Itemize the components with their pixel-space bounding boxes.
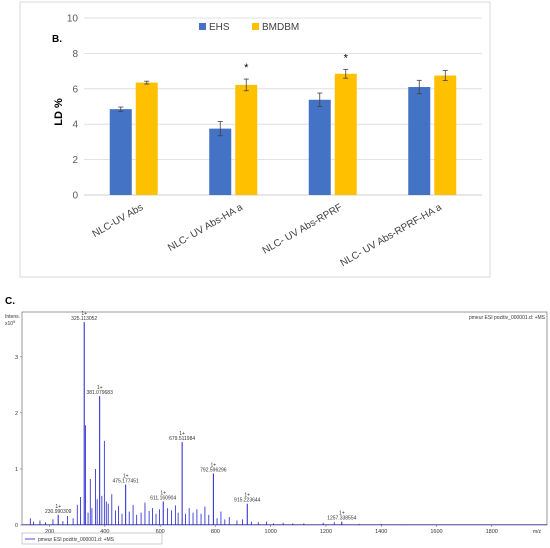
x-tick-label: 1600 — [430, 529, 442, 535]
peak-mz-label: 325.113052 — [71, 316, 97, 322]
plot-frame — [21, 311, 548, 526]
x-tick-label: 600 — [156, 529, 165, 535]
y-axis-label: LD % — [53, 98, 65, 126]
peak-mz-label: 611.160904 — [150, 495, 176, 501]
y-tick-label: 8 — [72, 49, 78, 60]
x-tick-label: 800 — [211, 529, 220, 535]
peak-charge: 1+ — [55, 504, 61, 510]
bar-bmdbm — [135, 82, 158, 195]
y-tick-label: 3 — [15, 355, 18, 361]
peak-mz-label: 1257.338554 — [327, 516, 356, 522]
peak-charge: 1+ — [339, 511, 345, 517]
peak-charge: 1+ — [244, 493, 250, 499]
bars — [109, 73, 457, 195]
x-tick-label: 200 — [45, 529, 54, 535]
x-tick-label: 1200 — [320, 529, 332, 535]
legend-text: pmeur ESI pozitiv_000001.d: +MS — [38, 537, 115, 543]
significance-asterisk: * — [244, 62, 249, 74]
spectrum-peaks — [22, 322, 547, 525]
mass-spectrum: C. Intens. x105 pmeur ESI pozitiv_000001… — [5, 296, 548, 545]
x-tick-label: 1400 — [375, 529, 387, 535]
y-tick-label: 1 — [15, 467, 18, 473]
bar-ehs — [109, 109, 132, 195]
bar-bmdbm — [235, 84, 258, 195]
peak-charge: 1+ — [123, 474, 129, 480]
legend-label-ehs: EHS — [209, 22, 230, 33]
legend: EHS BMDBM — [199, 22, 299, 33]
panel-label-b: B. — [52, 34, 62, 45]
y-tick-label: 0 — [15, 523, 18, 529]
y-tick-label: 10 — [67, 14, 79, 25]
peak-charge: 1+ — [160, 490, 166, 496]
spectrum-header: pmeur ESI pozitiv_000001.d: +MS — [469, 315, 546, 321]
significance-markers: ** — [244, 52, 349, 74]
y-tick-label: 2 — [72, 155, 78, 166]
y-tick-labels: 0 2 4 6 8 10 — [67, 14, 79, 202]
legend-swatch-bmdbm — [252, 23, 259, 30]
panel-label-c: C. — [5, 296, 15, 307]
bar-ehs — [209, 128, 232, 195]
x-axis: 200 400 600 800 1000 1200 1400 1600 1800 — [45, 525, 498, 535]
peak-mz-label: 792.596296 — [200, 467, 227, 473]
peak-mz-label: 679.511984 — [169, 436, 195, 442]
legend-swatch-ehs — [199, 23, 206, 30]
x-tick-label: 1800 — [486, 529, 498, 535]
y-tick-label: 2 — [15, 411, 18, 417]
bar-bmdbm — [434, 75, 457, 195]
bar-ehs — [308, 99, 331, 195]
x-axis-label: m/z — [533, 529, 542, 535]
y-tick-label: 4 — [72, 120, 78, 131]
y-tick-label: 0 — [72, 191, 78, 202]
x-tick-label: 1000 — [265, 529, 277, 535]
bar-bmdbm — [334, 73, 357, 195]
peak-charge: 1+ — [179, 431, 185, 437]
peak-charge: 1+ — [81, 311, 87, 317]
y-axis: 0 1 2 3 — [15, 355, 22, 529]
bar-ehs — [408, 87, 431, 195]
y-tick-label: 6 — [72, 84, 78, 95]
x-tick-label: 400 — [100, 529, 109, 535]
peak-charge: 1+ — [211, 462, 217, 468]
peak-mz-label: 475.177451 — [112, 479, 139, 485]
peak-mz-label: 915.223644 — [234, 498, 261, 504]
peak-charge: 1+ — [97, 385, 103, 391]
peak-mz-label: 230.990309 — [45, 509, 72, 515]
peak-mz-label: 381.079683 — [86, 390, 113, 396]
significance-asterisk: * — [344, 52, 349, 64]
legend-box — [21, 532, 163, 545]
error-bars — [118, 68, 448, 137]
legend-label-bmdbm: BMDBM — [262, 22, 299, 33]
y-axis-label: Intens. — [5, 314, 20, 320]
peak-labels: 1+325.1130521+381.0796831+679.5119841+79… — [45, 311, 357, 522]
y-exponent: x105 — [5, 319, 16, 327]
